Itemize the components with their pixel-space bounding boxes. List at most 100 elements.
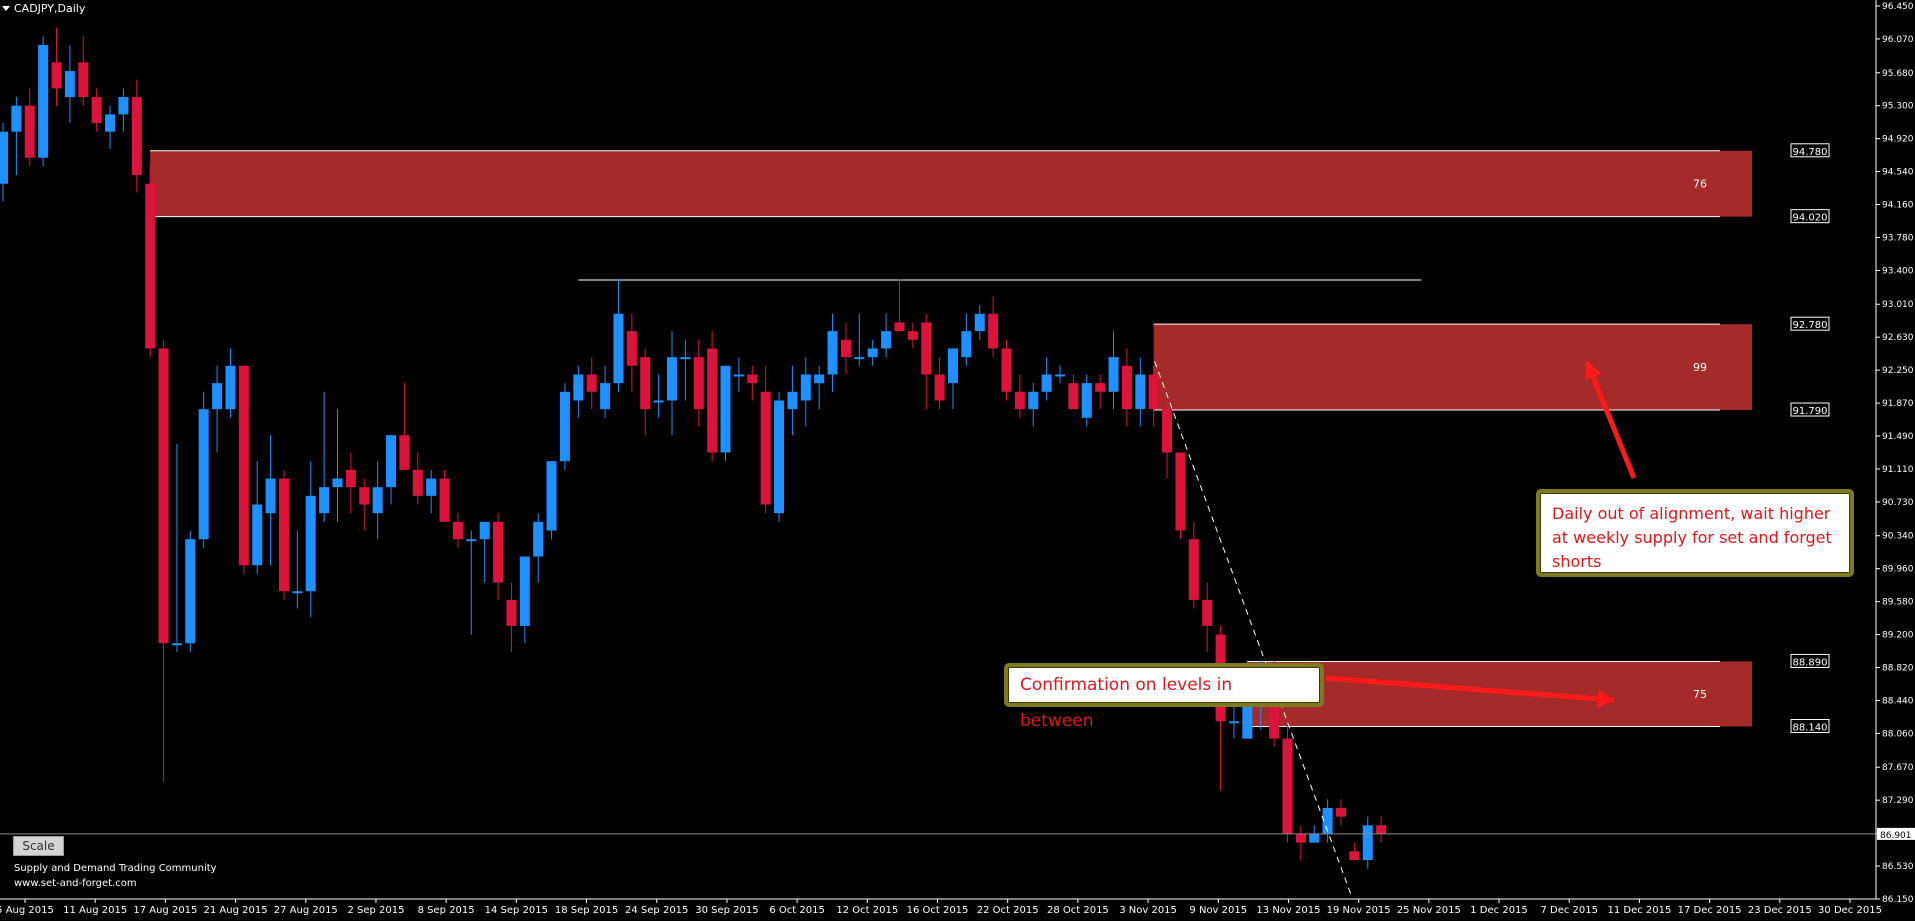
price-tick-label: 88.060: [1882, 729, 1914, 739]
price-tick-label: 92.250: [1882, 366, 1914, 376]
zone-price-label: 88.890: [1793, 657, 1828, 668]
bullish-candle: [212, 383, 223, 410]
time-tick-label: 18 Sep 2015: [555, 905, 618, 916]
bearish-candle: [359, 487, 370, 505]
supply-demand-zone: [1247, 661, 1752, 727]
bearish-candle: [1121, 365, 1132, 410]
zone-price-label: 94.780: [1793, 147, 1828, 158]
bearish-candle: [452, 521, 463, 540]
bullish-candle: [1108, 357, 1119, 392]
bullish-candle: [185, 539, 196, 644]
bearish-candle: [158, 348, 169, 644]
bullish-candle: [319, 487, 330, 514]
scale-button[interactable]: Scale: [13, 836, 64, 856]
time-tick-label: 3 Nov 2015: [1119, 905, 1177, 916]
time-tick-label: 2 Sep 2015: [347, 905, 404, 916]
zone-price-box: [1790, 718, 1830, 733]
bullish-candle: [1081, 383, 1092, 418]
time-tick-label: 6 Oct 2015: [769, 905, 824, 916]
callout-confirmation: Confirmation on levels in between: [1004, 663, 1324, 731]
time-tick-label: 17 Dec 2015: [1678, 905, 1742, 916]
bullish-candle: [1055, 374, 1066, 377]
bullish-candle: [533, 521, 544, 557]
bearish-candle: [707, 348, 718, 453]
bullish-candle: [827, 331, 838, 375]
bullish-candle: [814, 374, 825, 384]
bearish-candle: [1188, 539, 1199, 600]
arrow-to-weekly-supply-shaft: [1584, 361, 1637, 479]
bullish-candle: [171, 643, 182, 646]
time-tick-label: 27 Aug 2015: [274, 905, 338, 916]
bullish-candle: [64, 71, 75, 98]
time-tick-label: 16 Oct 2015: [907, 905, 969, 916]
price-tick-label: 91.490: [1882, 432, 1914, 442]
bullish-candle: [854, 357, 865, 360]
arrow-to-weekly-supply-head: [1584, 362, 1602, 381]
bearish-candle: [345, 469, 356, 488]
time-tick-label: 8 Sep 2015: [418, 905, 475, 916]
time-tick-label: 22 Oct 2015: [977, 905, 1039, 916]
bearish-candle: [1148, 374, 1159, 410]
bullish-candle: [1228, 721, 1239, 724]
footer-community: Supply and Demand Trading Community: [14, 863, 217, 874]
bullish-candle: [800, 374, 811, 401]
bearish-candle: [24, 105, 35, 158]
bullish-candle: [559, 391, 570, 462]
bearish-candle: [586, 374, 597, 392]
bearish-candle: [934, 374, 945, 401]
time-tick-label: 9 Nov 2015: [1189, 905, 1247, 916]
bullish-candle: [961, 331, 972, 358]
price-tick-label: 94.540: [1882, 168, 1914, 178]
bearish-candle: [747, 374, 758, 384]
price-tick-label: 90.340: [1882, 532, 1914, 542]
dropdown-triangle-icon[interactable]: [2, 6, 10, 11]
time-tick-label: 11 Aug 2015: [63, 905, 127, 916]
price-tick-label: 86.530: [1882, 862, 1914, 872]
chart-title-bar[interactable]: CADJPY,Daily: [2, 2, 85, 15]
time-tick-label: 25 Nov 2015: [1397, 905, 1461, 916]
time-tick-label: 19 Nov 2015: [1327, 905, 1391, 916]
price-tick-label: 95.680: [1882, 69, 1914, 79]
price-tick-label: 88.820: [1882, 664, 1914, 674]
bearish-candle: [493, 521, 504, 583]
zone-price-box: [1790, 653, 1830, 668]
price-tick-label: 93.400: [1882, 266, 1914, 276]
bullish-candle: [680, 357, 691, 360]
bullish-candle: [947, 348, 958, 384]
arrow-to-demand-zone-head: [1597, 689, 1614, 708]
bearish-candle: [131, 97, 142, 176]
bullish-candle: [519, 556, 530, 626]
bearish-candle: [145, 183, 156, 349]
bearish-candle: [1336, 807, 1346, 817]
bullish-candle: [105, 114, 116, 132]
zone-price-label: 94.020: [1793, 213, 1828, 224]
time-tick-label: 1 Dec 2015: [1470, 905, 1528, 916]
zone-price-box: [1790, 316, 1830, 331]
time-tick-label: 24 Sep 2015: [625, 905, 688, 916]
bullish-candle: [0, 131, 8, 184]
bullish-candle: [1362, 825, 1373, 860]
price-tick-label: 93.780: [1882, 233, 1914, 243]
zone-price-box: [1790, 402, 1830, 417]
bearish-candle: [1001, 348, 1012, 392]
time-tick-label: 30 Dec 2015: [1818, 905, 1882, 916]
bearish-candle: [1202, 599, 1213, 626]
bearish-candle: [1068, 383, 1079, 410]
bullish-candle: [38, 45, 49, 158]
bullish-candle: [372, 487, 383, 514]
dashed-trendline: [1154, 361, 1352, 895]
bearish-candle: [1295, 833, 1306, 843]
bullish-candle: [1322, 807, 1333, 834]
zone-score-label: 76: [1693, 178, 1707, 191]
bearish-candle: [626, 331, 637, 366]
bullish-candle: [265, 478, 276, 514]
bullish-candle: [1242, 686, 1253, 739]
bearish-candle: [238, 365, 249, 566]
bullish-candle: [386, 435, 397, 488]
bearish-candle: [412, 469, 423, 496]
bearish-candle: [907, 331, 918, 340]
bearish-candle: [506, 599, 517, 626]
price-tick-label: 90.730: [1882, 498, 1914, 508]
bearish-candle: [1349, 851, 1360, 860]
